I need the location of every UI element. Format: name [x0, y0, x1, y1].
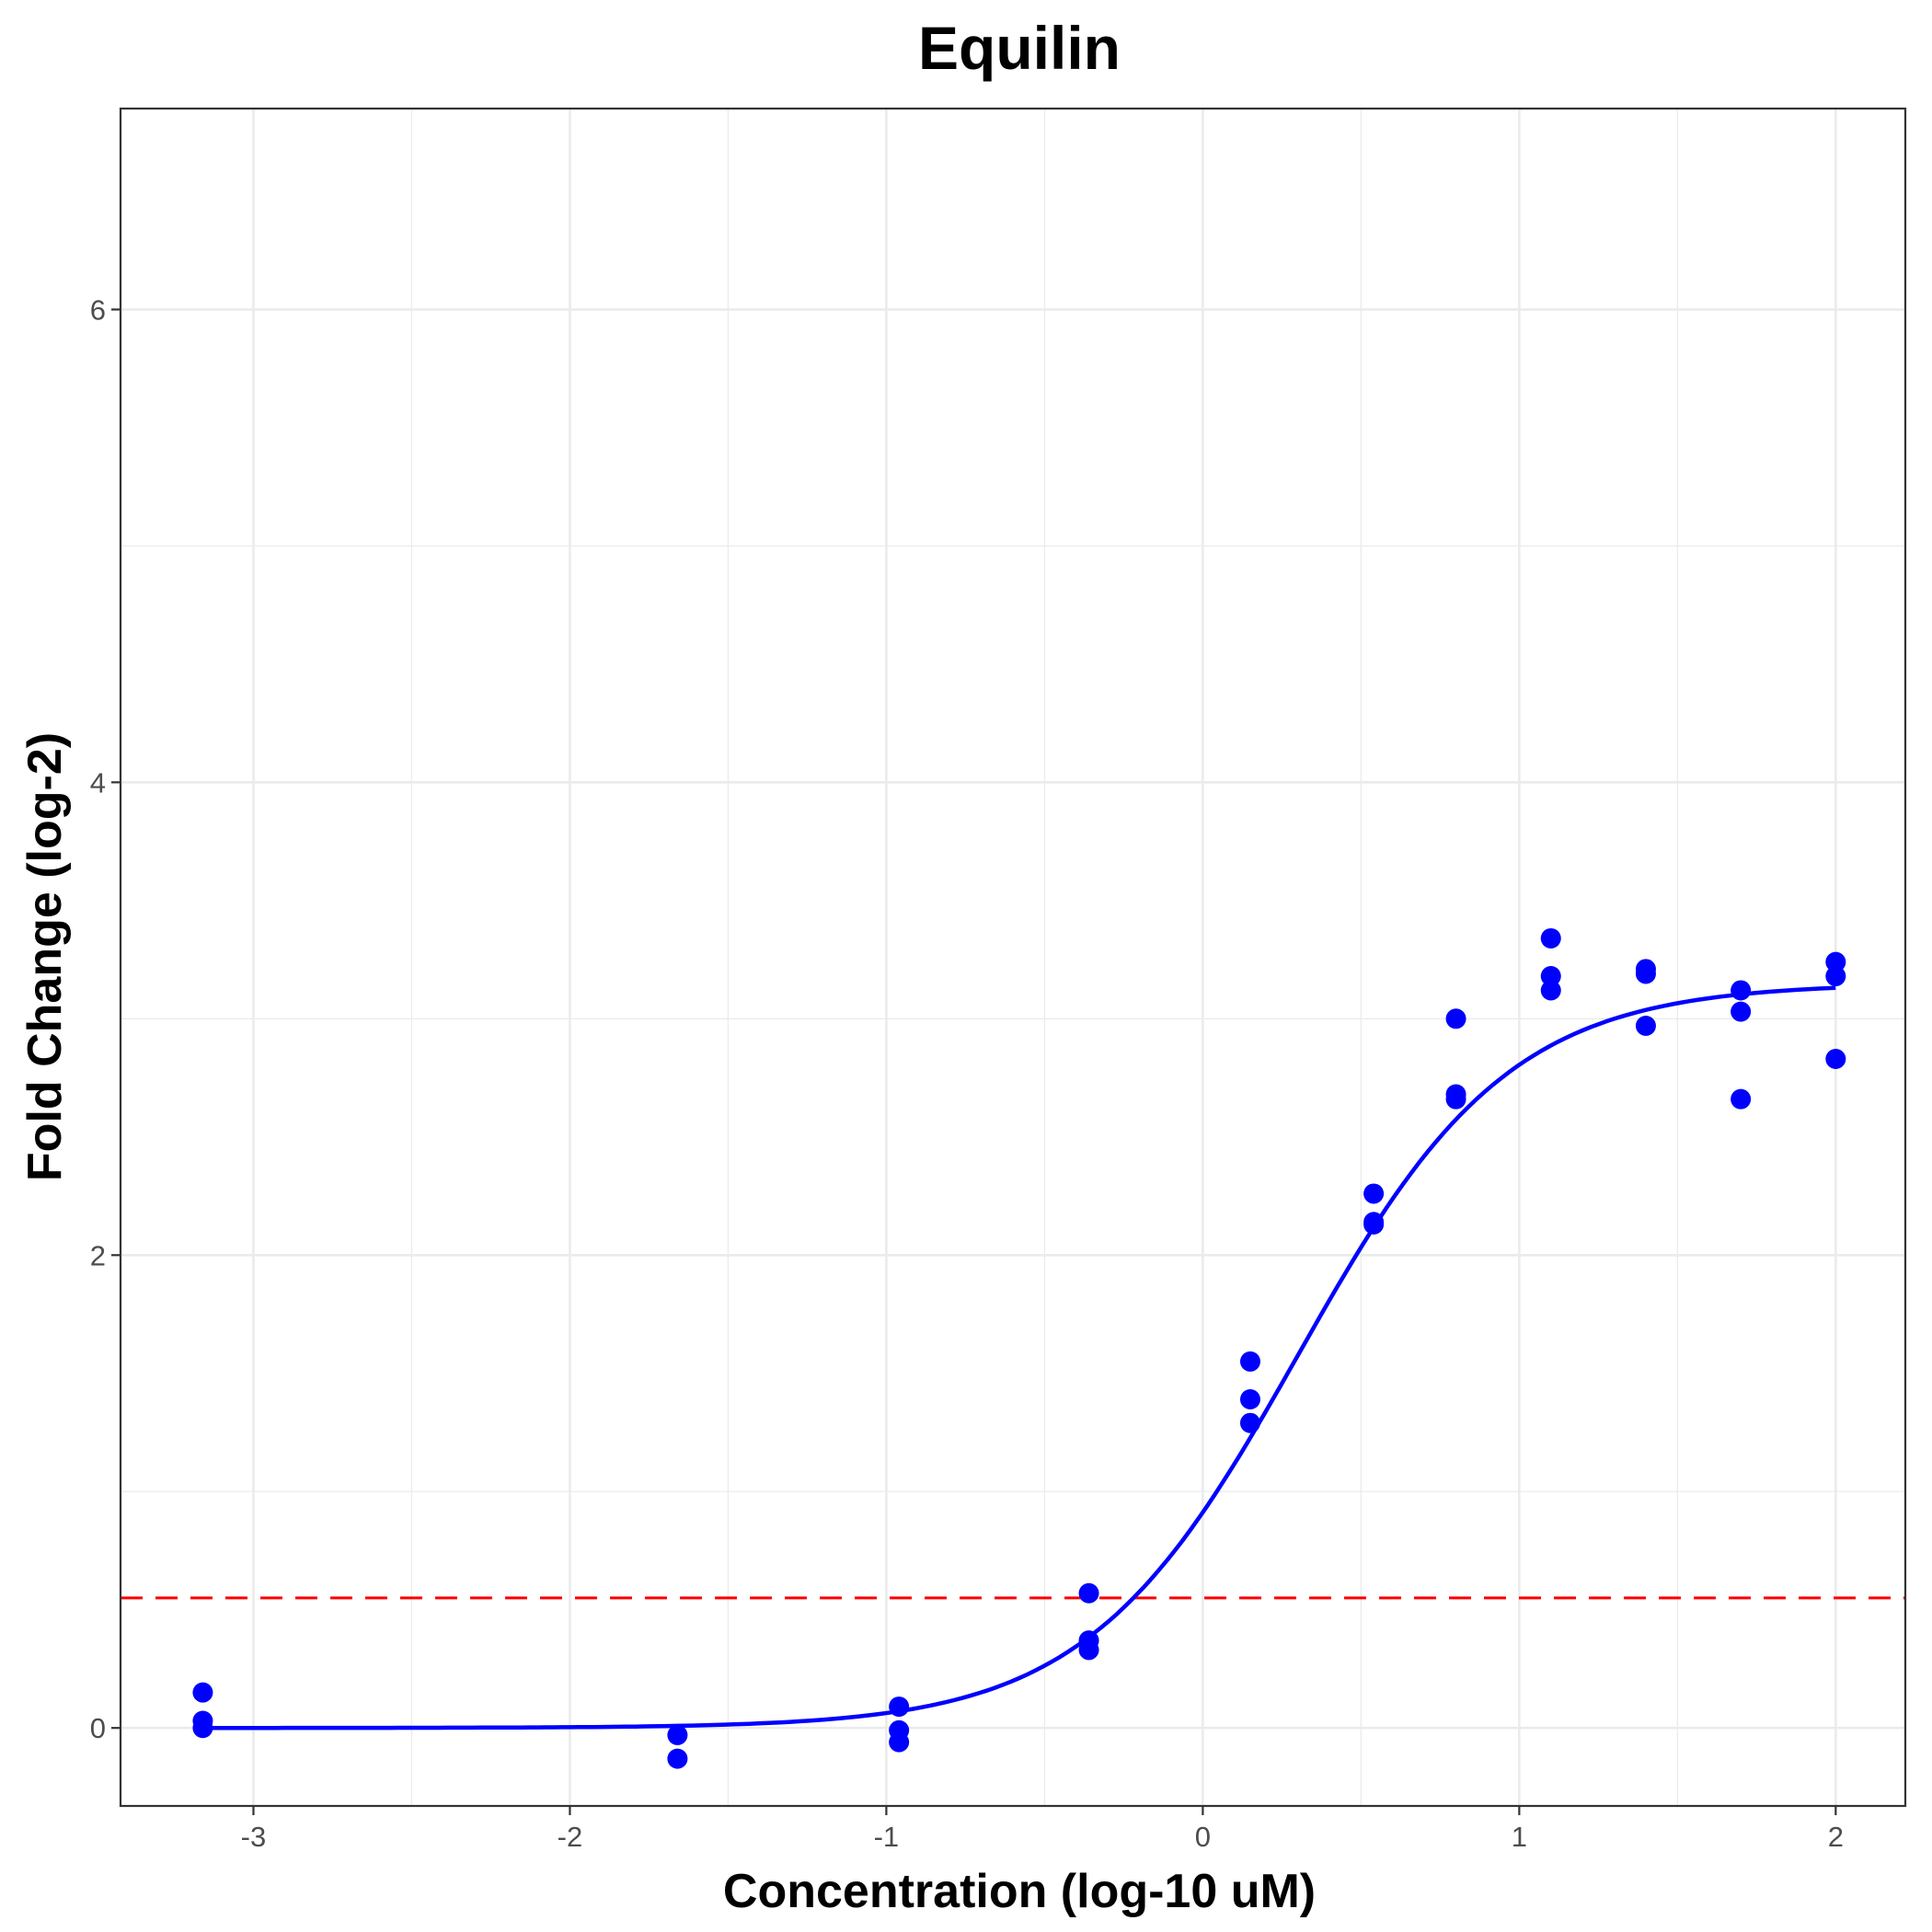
data-point: [1731, 1088, 1752, 1110]
data-point: [1078, 1582, 1099, 1604]
y-tick-label: 0: [90, 1712, 106, 1744]
data-point: [1825, 966, 1846, 987]
data-point: [1635, 963, 1656, 984]
data-point: [1239, 1412, 1260, 1433]
chart-title: Equilin: [918, 14, 1121, 82]
data-point: [1445, 1084, 1466, 1105]
data-point: [1731, 1001, 1752, 1022]
y-axis-ticks: 0 2 4 6: [90, 293, 121, 1744]
data-point: [192, 1718, 213, 1739]
x-axis-ticks: -3 -2 -1 0 1 2: [241, 1806, 1844, 1853]
y-tick-label: 2: [90, 1239, 106, 1271]
data-point: [1540, 966, 1561, 987]
data-point: [889, 1696, 910, 1718]
data-point: [1239, 1389, 1260, 1410]
x-axis-title: Concentration (log-10 uM): [723, 1865, 1316, 1918]
fit-curve-group: [202, 985, 1836, 1731]
data-point: [1540, 927, 1561, 949]
y-tick-label: 6: [90, 293, 106, 326]
x-tick-label: 1: [1512, 1821, 1527, 1853]
data-point: [1635, 1016, 1656, 1037]
x-tick-label: 0: [1195, 1821, 1211, 1853]
x-tick-label: 2: [1828, 1821, 1844, 1853]
data-point: [1239, 1351, 1260, 1372]
data-point: [1540, 980, 1561, 1001]
data-point: [667, 1724, 688, 1745]
data-point: [1825, 1048, 1846, 1069]
x-tick-label: -1: [874, 1821, 900, 1853]
data-point: [1445, 1008, 1466, 1029]
panel-border: [119, 107, 1907, 1808]
y-axis-title: Fold Change (log-2): [18, 732, 72, 1181]
data-points: [192, 927, 1846, 1769]
data-point: [192, 1682, 213, 1703]
y-tick-label: 4: [90, 766, 106, 799]
data-point: [889, 1731, 910, 1753]
data-point: [667, 1748, 688, 1769]
data-point: [1731, 980, 1752, 1001]
data-point: [1825, 951, 1846, 972]
data-point: [1078, 1639, 1099, 1661]
fit-curve: [202, 985, 1836, 1731]
data-point: [1363, 1212, 1385, 1233]
data-point: [1363, 1183, 1385, 1204]
x-tick-label: -3: [241, 1821, 267, 1853]
x-tick-label: -2: [558, 1821, 583, 1853]
